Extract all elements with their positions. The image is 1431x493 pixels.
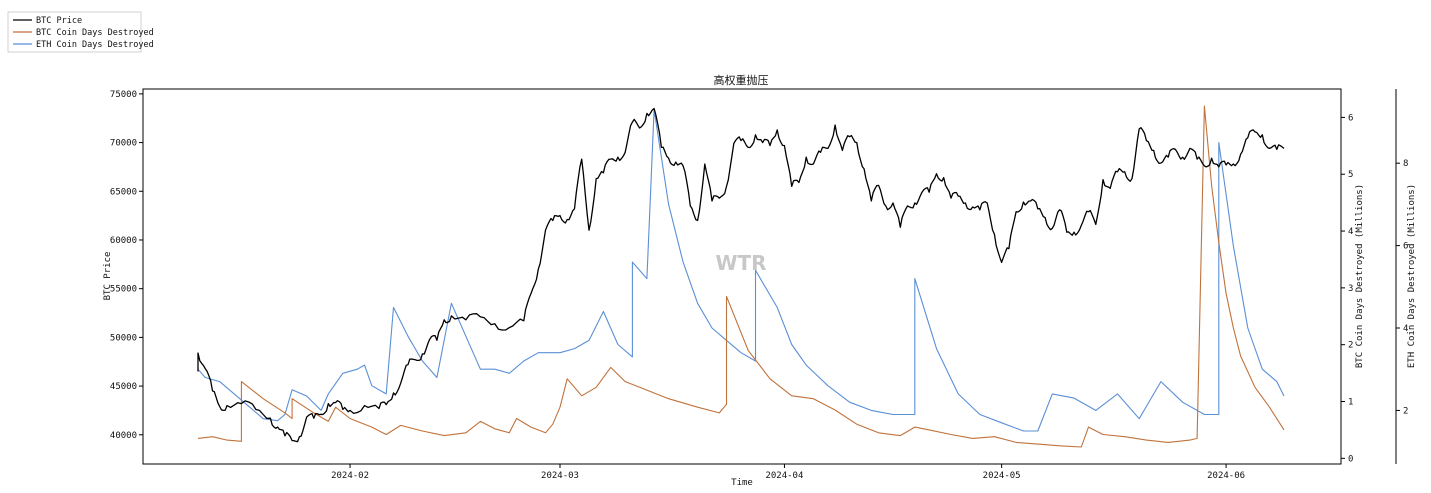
btc-price-tick-label: 55000 <box>110 285 137 295</box>
btc-cdd-tick-label: 3 <box>1348 284 1353 294</box>
legend-label-btc-price: BTC Price <box>36 16 82 26</box>
legend: BTC Price BTC Coin Days Destroyed ETH Co… <box>7 11 154 53</box>
eth-cdd-line <box>197 109 1285 432</box>
btc-cdd-line <box>197 105 1285 448</box>
btc-cdd-tick-label: 0 <box>1348 454 1353 464</box>
btc-price-tick-label: 70000 <box>110 139 137 149</box>
x-axis-label: Time <box>731 478 753 488</box>
eth-cdd-axis-ticks: 2 4 6 8 <box>1396 159 1408 416</box>
chart-title: 高权重抛压 <box>714 73 769 87</box>
btc-cdd-tick-label: 4 <box>1348 227 1353 237</box>
btc-cdd-tick-label: 2 <box>1348 341 1353 351</box>
x-tick-label: 2024-05 <box>983 471 1021 481</box>
btc-price-axis-label: BTC Price <box>103 252 113 301</box>
plot-frame <box>142 88 1342 465</box>
eth-cdd-axis-label: ETH Coin Days Destroyed (Millions) <box>1407 184 1417 368</box>
btc-cdd-axis-label: BTC Coin Days Destroyed (Millions) <box>1355 184 1365 368</box>
x-axis-ticks: 2024-02 2024-03 2024-04 2024-05 2024-06 <box>331 464 1245 481</box>
btc-cdd-tick-label: 6 <box>1348 113 1353 123</box>
eth-cdd-tick-label: 6 <box>1403 242 1408 252</box>
btc-price-tick-label: 60000 <box>110 236 137 246</box>
series-layer <box>197 105 1285 448</box>
btc-cdd-tick-label: 5 <box>1348 170 1353 180</box>
legend-label-btc-cdd: BTC Coin Days Destroyed <box>36 28 154 38</box>
eth-cdd-tick-label: 4 <box>1403 324 1408 334</box>
legend-label-eth-cdd: ETH Coin Days Destroyed <box>36 40 154 50</box>
x-tick-label: 2024-04 <box>765 471 803 481</box>
btc-price-tick-label: 50000 <box>110 333 137 343</box>
x-tick-label: 2024-06 <box>1207 471 1245 481</box>
btc-price-line <box>197 107 1285 443</box>
btc-price-tick-label: 65000 <box>110 187 137 197</box>
eth-cdd-tick-label: 2 <box>1403 406 1408 416</box>
x-tick-label: 2024-02 <box>331 471 369 481</box>
watermark: WTR <box>715 251 766 275</box>
btc-cdd-axis-ticks: 0 1 2 3 4 5 6 <box>1341 113 1353 464</box>
btc-cdd-tick-label: 1 <box>1348 398 1353 408</box>
x-tick-label: 2024-03 <box>541 471 579 481</box>
btc-price-tick-label: 75000 <box>110 90 137 100</box>
btc-price-axis-ticks: 40000 45000 50000 55000 60000 65000 70000 75000 <box>110 90 143 441</box>
btc-price-tick-label: 40000 <box>110 431 137 441</box>
btc-price-tick-label: 45000 <box>110 382 137 392</box>
eth-cdd-tick-label: 8 <box>1403 159 1408 169</box>
